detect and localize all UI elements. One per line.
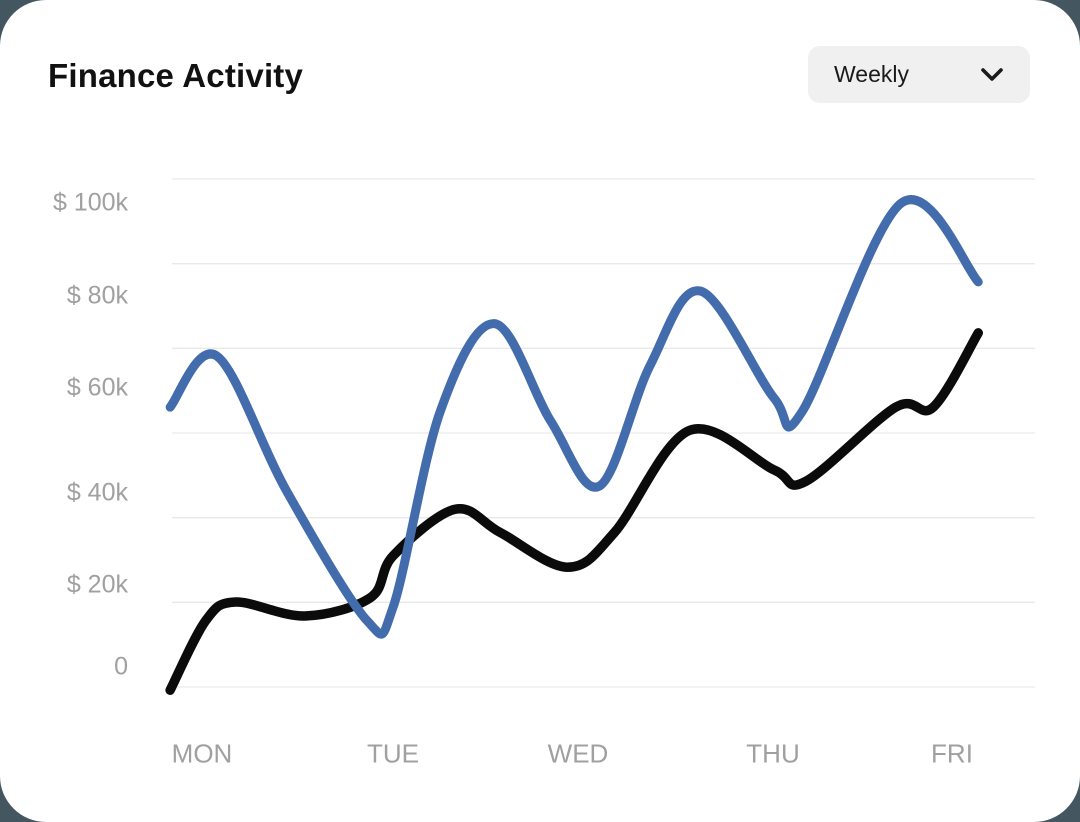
black-series-line — [165, 328, 983, 695]
x-axis-label-thu: THU — [746, 738, 800, 769]
gridlines — [172, 178, 1035, 688]
y-axis-label-80k: $ 80k — [66, 281, 128, 310]
period-dropdown[interactable]: Weekly — [808, 46, 1030, 103]
blue-series-line — [165, 195, 983, 639]
x-axis-label-wed: WED — [547, 738, 609, 769]
y-axis-label-20k: $ 20k — [66, 570, 128, 599]
period-dropdown-label: Weekly — [834, 61, 909, 87]
x-axis-label-tue: TUE — [367, 738, 419, 769]
page-title: Finance Activity — [48, 57, 304, 94]
x-axis-label-mon: MON — [171, 738, 233, 769]
x-axis-label-fri: FRI — [931, 738, 973, 769]
y-axis-label-100k: $ 100k — [52, 188, 128, 217]
y-axis-label-60k: $ 60k — [66, 373, 128, 402]
y-axis-label-0: 0 — [114, 652, 128, 681]
chevron-down-icon — [980, 67, 1004, 82]
y-axis-label-40k: $ 40k — [66, 478, 128, 507]
